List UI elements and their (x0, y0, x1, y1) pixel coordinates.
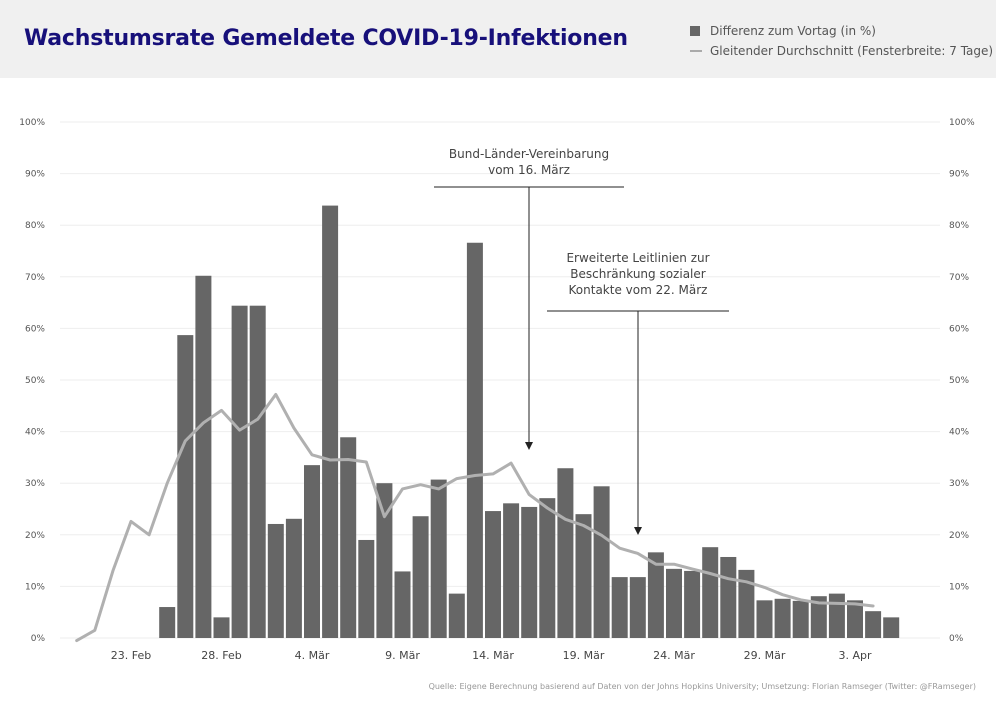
moving-average-line (75, 392, 875, 643)
annotation-text: Erweiterte Leitlinien zur (566, 251, 709, 265)
legend-item-line: Gleitender Durchschnitt (Fensterbreite: … (690, 41, 993, 61)
bar (285, 518, 302, 638)
legend-line-label: Gleitender Durchschnitt (Fensterbreite: … (710, 44, 994, 58)
bar (684, 570, 701, 638)
bar (340, 437, 357, 638)
bar (159, 607, 176, 638)
bar (448, 593, 465, 638)
legend: Differenz zum Vortag (in %) Gleitender D… (690, 21, 993, 61)
y-tick-label-left: 50% (25, 376, 45, 386)
bar (557, 468, 574, 638)
source-note: Quelle: Eigene Berechnung basierend auf … (428, 682, 976, 691)
bar (847, 600, 863, 638)
x-tick-label: 29. Mär (744, 649, 786, 662)
bar (466, 242, 483, 638)
bar (720, 556, 737, 638)
bar (267, 523, 284, 638)
legend-bar-label: Differenz zum Vortag (in %) (710, 24, 876, 38)
bar (792, 600, 809, 638)
bar (195, 275, 212, 638)
bar (521, 506, 538, 638)
bar (358, 539, 375, 638)
header-band (0, 0, 996, 78)
bar (611, 577, 628, 638)
y-tick-label-right: 70% (949, 273, 969, 283)
y-tick-label-left: 10% (25, 582, 45, 592)
bar (810, 596, 827, 638)
bar (756, 600, 773, 638)
y-tick-label-right: 50% (949, 376, 969, 386)
y-tick-label-left: 30% (25, 479, 45, 489)
y-tick-label-right: 20% (949, 531, 969, 541)
bar (376, 483, 393, 638)
bar (322, 205, 339, 639)
x-tick-label: 14. Mär (472, 649, 514, 662)
bar (774, 598, 791, 638)
x-tick-label: 3. Apr (838, 649, 871, 662)
x-tick-label: 24. Mär (653, 649, 695, 662)
annotation-arrow-head (525, 442, 533, 450)
y-tick-label-right: 90% (949, 170, 969, 180)
bar (883, 617, 900, 638)
bar (539, 498, 556, 638)
bar (647, 552, 664, 638)
y-tick-label-left: 80% (25, 221, 45, 231)
bar (213, 617, 230, 638)
bar (394, 571, 411, 638)
y-tick-label-right: 60% (949, 324, 969, 334)
bar (249, 305, 266, 638)
bar (828, 593, 845, 638)
legend-item-bars: Differenz zum Vortag (in %) (690, 21, 993, 41)
y-tick-label-right: 30% (949, 479, 969, 489)
y-tick-label-left: 0% (31, 634, 46, 644)
y-tick-label-left: 90% (25, 170, 45, 180)
bar (177, 335, 194, 638)
bar (412, 516, 429, 638)
bar-swatch-icon (690, 26, 700, 36)
bar (702, 547, 719, 638)
annotation-text: Kontakte vom 22. März (569, 283, 708, 297)
bar (485, 511, 501, 638)
bar (575, 514, 592, 638)
y-tick-label-left: 100% (19, 118, 45, 128)
annotation-text: vom 16. März (488, 163, 570, 177)
bar (666, 568, 682, 638)
bar (304, 465, 320, 638)
bar (503, 503, 520, 638)
bar (430, 479, 447, 638)
y-tick-label-left: 40% (25, 428, 45, 438)
annotation-text: Bund-Länder-Vereinbarung (449, 147, 609, 161)
x-tick-label: 19. Mär (563, 649, 605, 662)
y-tick-label-right: 100% (949, 118, 975, 128)
annotation-text: Beschränkung sozialer (570, 267, 705, 281)
x-tick-label: 4. Mär (295, 649, 330, 662)
bar (738, 569, 755, 638)
x-tick-label: 9. Mär (385, 649, 420, 662)
line-swatch-icon (690, 50, 702, 52)
annotation-arrow-head (634, 527, 642, 535)
y-tick-label-left: 70% (25, 273, 45, 283)
chart-title: Wachstumsrate Gemeldete COVID-19-Infekti… (24, 26, 628, 51)
y-tick-label-right: 80% (949, 221, 969, 231)
bar (593, 486, 610, 638)
y-tick-label-left: 20% (25, 531, 45, 541)
y-tick-label-right: 40% (949, 428, 969, 438)
x-tick-label: 28. Feb (201, 649, 241, 662)
x-tick-label: 23. Feb (111, 649, 151, 662)
bar (629, 577, 646, 638)
y-tick-label-right: 0% (949, 634, 964, 644)
y-tick-label-left: 60% (25, 324, 45, 334)
y-tick-label-right: 10% (949, 582, 969, 592)
bar (231, 305, 248, 638)
bar (865, 611, 882, 638)
